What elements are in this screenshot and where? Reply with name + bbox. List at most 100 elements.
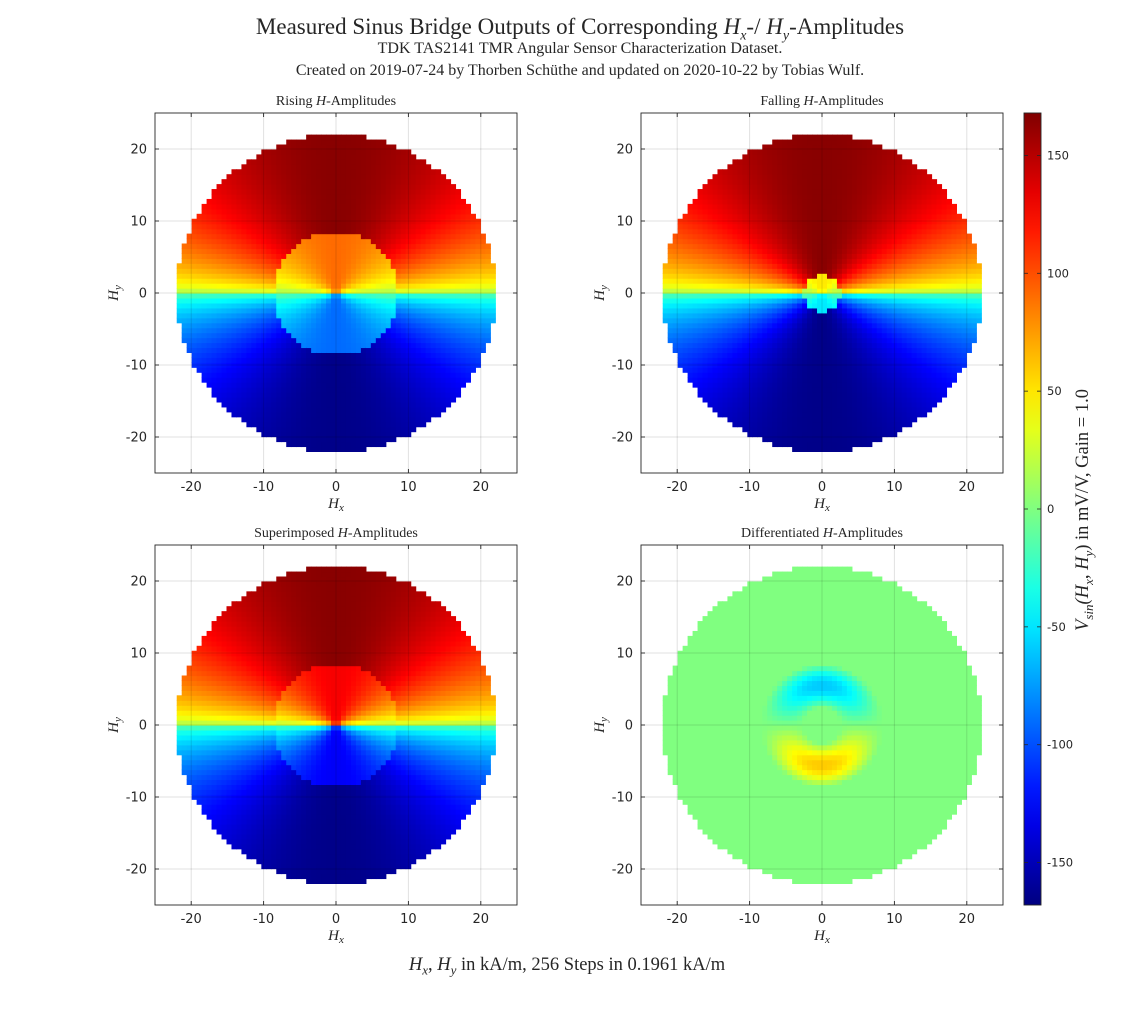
heatmap-cell [216, 293, 223, 299]
heatmap-cell [286, 297, 292, 304]
heatmap-cell [445, 198, 452, 205]
heatmap-cell [276, 203, 282, 210]
heatmap-cell [345, 174, 352, 180]
heatmap-cell [405, 411, 412, 418]
heatmap-cell [241, 243, 248, 250]
heatmap-cell [747, 367, 753, 373]
heatmap-cell [672, 243, 679, 250]
heatmap-cell [221, 258, 228, 264]
heatmap-cell [470, 283, 476, 289]
heatmap-cell [405, 382, 412, 388]
heatmap-cell [787, 189, 793, 195]
heatmap-cell [485, 273, 491, 279]
heatmap-cell [311, 134, 317, 141]
heatmap-cell [296, 283, 302, 289]
heatmap-cell [712, 297, 719, 304]
heatmap-cell [717, 223, 724, 230]
heatmap-cell [311, 223, 317, 230]
heatmap-cell [311, 164, 317, 170]
heatmap-cell [772, 154, 778, 160]
heatmap-cell [375, 307, 382, 314]
heatmap-cell [236, 367, 243, 373]
heatmap-cell [206, 377, 213, 383]
heatmap-cell [807, 426, 813, 433]
heatmap-cell [405, 288, 412, 294]
heatmap-cell [306, 263, 312, 269]
heatmap-cell [752, 367, 758, 373]
heatmap-cell [762, 288, 768, 294]
heatmap-cell [430, 203, 437, 210]
heatmap-cell [822, 293, 828, 299]
heatmap-cell [826, 337, 833, 344]
heatmap-cell [236, 317, 243, 324]
heatmap-cell [276, 431, 282, 438]
heatmap-cell [450, 322, 457, 329]
heatmap-cell [365, 208, 372, 215]
heatmap-cell [797, 392, 803, 398]
heatmap-cell [251, 312, 257, 319]
heatmap-cell [301, 213, 307, 220]
heatmap-cell [817, 372, 823, 378]
heatmap-cell [802, 387, 808, 393]
heatmap-cell [256, 194, 262, 200]
heatmap-cell [702, 297, 709, 304]
heatmap-cell [365, 322, 372, 329]
heatmap-cell [251, 293, 257, 299]
heatmap-cell [787, 248, 793, 254]
heatmap-cell [296, 337, 302, 344]
heatmap-cell [692, 263, 699, 269]
heatmap-cell [390, 223, 397, 230]
heatmap-cell [400, 218, 407, 225]
heatmap-cell [201, 367, 208, 373]
heatmap-cell [385, 411, 392, 418]
heatmap-cell [807, 387, 813, 393]
heatmap-cell [485, 302, 491, 309]
heatmap-cell [326, 337, 332, 344]
heatmap-cell [236, 382, 243, 388]
heatmap-cell [737, 208, 743, 215]
heatmap-cell [375, 357, 382, 363]
heatmap-cell [326, 218, 332, 225]
heatmap-cell [395, 154, 402, 160]
heatmap-cell [772, 342, 778, 349]
heatmap-cell [301, 144, 307, 151]
heatmap-cell [316, 159, 322, 165]
heatmap-cell [236, 288, 243, 294]
heatmap-cell [261, 273, 267, 279]
heatmap-cell [306, 248, 312, 254]
heatmap-cell [355, 184, 362, 190]
heatmap-cell [350, 367, 357, 373]
heatmap-cell [316, 392, 322, 398]
heatmap-cell [415, 179, 422, 185]
heatmap-cell [326, 327, 332, 334]
heatmap-cell [762, 327, 768, 334]
heatmap-cell [405, 189, 412, 195]
heatmap-cell [822, 213, 828, 220]
heatmap-cell [465, 203, 471, 210]
heatmap-cell [236, 387, 243, 393]
heatmap-cell [727, 248, 734, 254]
heatmap-cell [226, 288, 233, 294]
heatmap-cell [241, 194, 248, 200]
heatmap-cell [261, 357, 267, 363]
heatmap-cell [286, 392, 292, 398]
heatmap-cell [251, 273, 257, 279]
heatmap-cell [712, 174, 719, 180]
heatmap-cell [365, 327, 372, 334]
heatmap-cell [697, 203, 704, 210]
heatmap-cell [787, 184, 793, 190]
heatmap-cell [216, 302, 223, 309]
heatmap-cell [350, 302, 357, 309]
heatmap-cell [747, 302, 753, 309]
heatmap-cell [246, 406, 252, 413]
heatmap-cell [276, 208, 282, 215]
heatmap-cell [261, 302, 267, 309]
heatmap-cell [822, 332, 828, 339]
heatmap-cell [316, 307, 322, 314]
heatmap-cell [355, 342, 362, 349]
heatmap-cell [360, 233, 367, 240]
heatmap-cell [400, 278, 407, 284]
heatmap-cell [797, 322, 803, 329]
heatmap-cell [191, 327, 198, 334]
heatmap-cell [251, 406, 257, 413]
